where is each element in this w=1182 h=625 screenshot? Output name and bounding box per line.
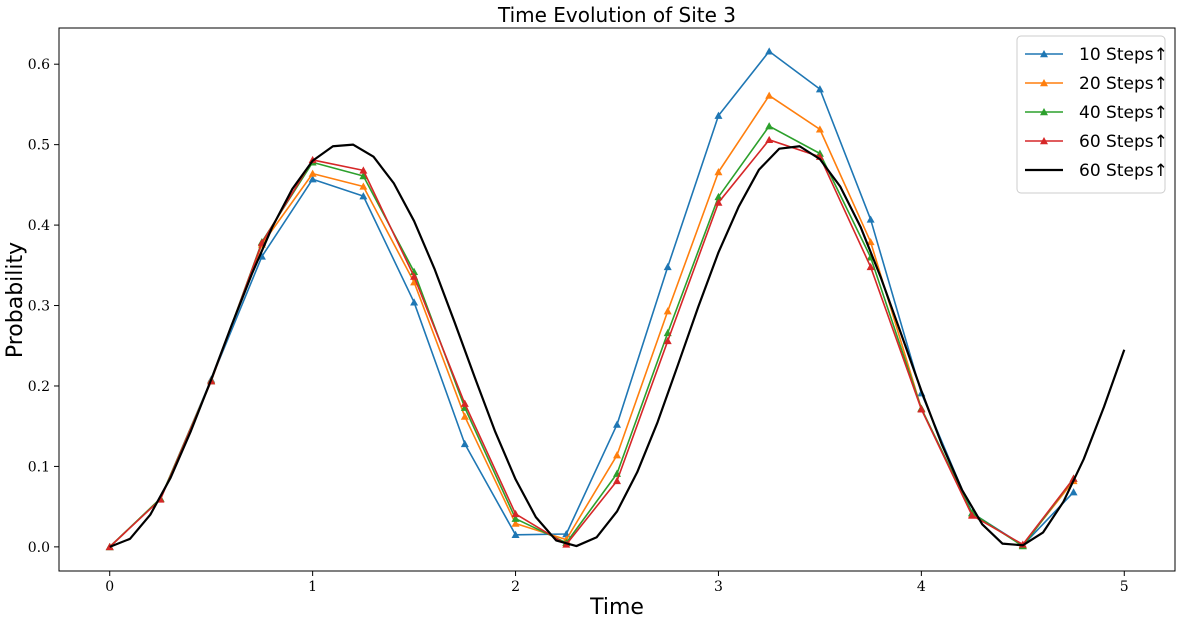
legend-label: 20 Steps↑ [1079, 74, 1168, 94]
data-point [765, 91, 774, 99]
data-point [714, 167, 723, 176]
axes-layer: 0 1 2 3 4 5 0.0 0.1 0.2 0.3 0.4 0.5 0.6 [28, 27, 1176, 595]
legend-item: 40 Steps↑ [1025, 103, 1168, 123]
y-tick-label: 0.4 [28, 218, 50, 234]
data-point [460, 399, 469, 407]
series-5 [109, 143, 1126, 548]
legend: 10 Steps↑ 20 Steps↑ 40 Steps↑ 60 Steps↑ 60 S… [1016, 35, 1168, 194]
plot-background [59, 28, 1175, 571]
data-point [613, 420, 621, 428]
data-point [613, 476, 621, 485]
x-tick-label: 4 [917, 579, 926, 595]
series-line-5 [109, 143, 1126, 548]
data-point [359, 172, 368, 180]
data-point [663, 336, 672, 345]
data-point [613, 451, 621, 459]
data-point [815, 85, 824, 93]
legend-label: 60 Steps↑ [1079, 161, 1168, 181]
legend-label: 60 Steps↑ [1079, 132, 1168, 152]
legend-label: 10 Steps↑ [1079, 45, 1168, 65]
legend-item: 60 Steps↑ [1025, 161, 1168, 181]
y-tick-label: 0.5 [28, 138, 50, 154]
data-point [359, 192, 368, 200]
data-point [765, 135, 774, 144]
data-point [1069, 488, 1078, 496]
data-point [460, 412, 469, 420]
data-point [866, 215, 875, 223]
legend-marker [1040, 79, 1048, 87]
y-tick-label: 0.1 [28, 459, 50, 475]
x-axis-title: Time [589, 595, 644, 620]
legend-item: 10 Steps↑ [1025, 45, 1168, 65]
legend-item: 60 Steps↑ [1025, 132, 1168, 152]
data-point [714, 111, 723, 119]
data-point [663, 307, 672, 315]
legend-box [1016, 35, 1166, 194]
legend-marker [1040, 50, 1048, 58]
legend-marker [1040, 137, 1048, 145]
data-point [359, 166, 368, 174]
series-layer [105, 47, 1126, 551]
x-tick-label: 1 [308, 579, 317, 595]
legend-label: 40 Steps↑ [1079, 103, 1168, 123]
y-axis-title: Probability [3, 242, 28, 358]
chart-title: Time Evolution of Site 3 [497, 3, 736, 27]
data-point [511, 509, 520, 518]
data-point [815, 125, 824, 133]
data-point [359, 182, 368, 190]
y-tick-label: 0.0 [28, 540, 50, 556]
data-point [765, 122, 774, 130]
data-point [866, 262, 875, 271]
x-tick-label: 2 [511, 579, 520, 595]
data-point [714, 198, 723, 206]
data-point [663, 262, 672, 271]
data-point [308, 175, 317, 183]
data-point [968, 511, 977, 519]
data-point [511, 530, 520, 538]
y-tick-label: 0.2 [28, 379, 50, 395]
data-point [866, 237, 875, 246]
x-tick-label: 3 [714, 579, 723, 595]
data-point [714, 192, 723, 201]
legend-marker [1040, 108, 1048, 116]
plot-frame [58, 27, 1176, 572]
data-point [410, 298, 419, 306]
data-point [460, 439, 469, 448]
data-point [511, 514, 520, 522]
data-point [511, 519, 520, 527]
data-point [917, 405, 926, 413]
data-point [410, 272, 419, 280]
data-point [308, 169, 317, 177]
legend-item: 20 Steps↑ [1025, 74, 1168, 94]
data-point [765, 47, 774, 55]
x-tick-label: 5 [1120, 579, 1129, 595]
x-tick-label: 0 [105, 579, 114, 595]
y-tick-label: 0.6 [28, 57, 50, 73]
y-tick-label: 0.3 [28, 299, 50, 315]
